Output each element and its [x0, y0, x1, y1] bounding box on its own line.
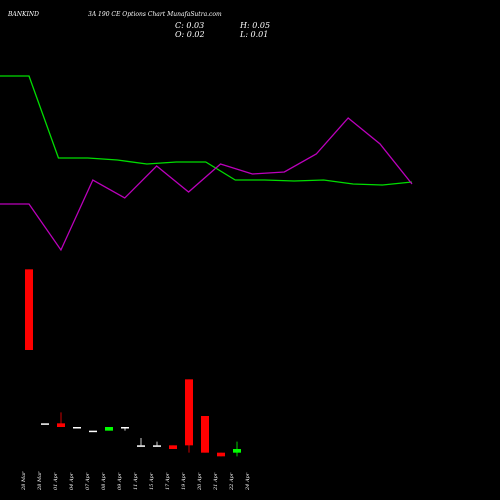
candle-body [73, 427, 81, 429]
x-tick-label: 28 Mar [37, 471, 43, 491]
x-tick-label: 04 Apr [69, 472, 75, 490]
low-value: L: 0.01 [239, 30, 268, 39]
symbol-label: BANKIND [7, 11, 39, 18]
high-value: H: 0.05 [239, 21, 270, 30]
x-tick-label: 17 Apr [165, 472, 171, 490]
indicator-line-purple [0, 117, 413, 252]
x-axis-ticks: 28 Mar 28 Mar 01 Apr 04 Apr 07 Apr 08 Apr 09 A… [21, 471, 251, 491]
x-tick-label: 20 Apr [197, 472, 203, 491]
candle-body [89, 430, 97, 433]
candle-body [25, 269, 33, 350]
x-tick-label: 09 Apr [117, 472, 123, 490]
x-tick-label: 07 Apr [85, 472, 91, 490]
candle-body [121, 427, 129, 429]
x-tick-label: 15 Apr [149, 472, 155, 490]
candle-body [57, 423, 65, 427]
x-tick-label: 24 Apr [245, 472, 251, 491]
candle-body [105, 427, 113, 431]
indicator-line-green [0, 75, 413, 186]
candle-body [185, 379, 193, 446]
candle-body [233, 449, 241, 453]
chart-title: 3A 190 CE Options Chart MunafaSutra.com [88, 11, 222, 18]
candle-body [169, 445, 177, 449]
candle-body [153, 445, 161, 447]
x-tick-label: 22 Apr [229, 472, 235, 491]
candle-body [217, 452, 225, 457]
x-tick-label: 08 Apr [101, 472, 107, 490]
close-value: C: 0.03 [175, 21, 204, 30]
candle-body [201, 416, 209, 453]
open-value: O: 0.02 [175, 30, 205, 39]
candle-body [137, 445, 145, 447]
candles [25, 269, 241, 457]
x-tick-label: 21 Apr [213, 472, 219, 491]
x-tick-label: 01 Apr [53, 472, 59, 490]
x-tick-label: 11 Apr [133, 472, 139, 490]
x-tick-label: 19 Apr [181, 472, 187, 490]
candle-body [41, 423, 49, 425]
x-tick-label: 28 Mar [21, 471, 27, 491]
indicator-lines [0, 75, 413, 252]
